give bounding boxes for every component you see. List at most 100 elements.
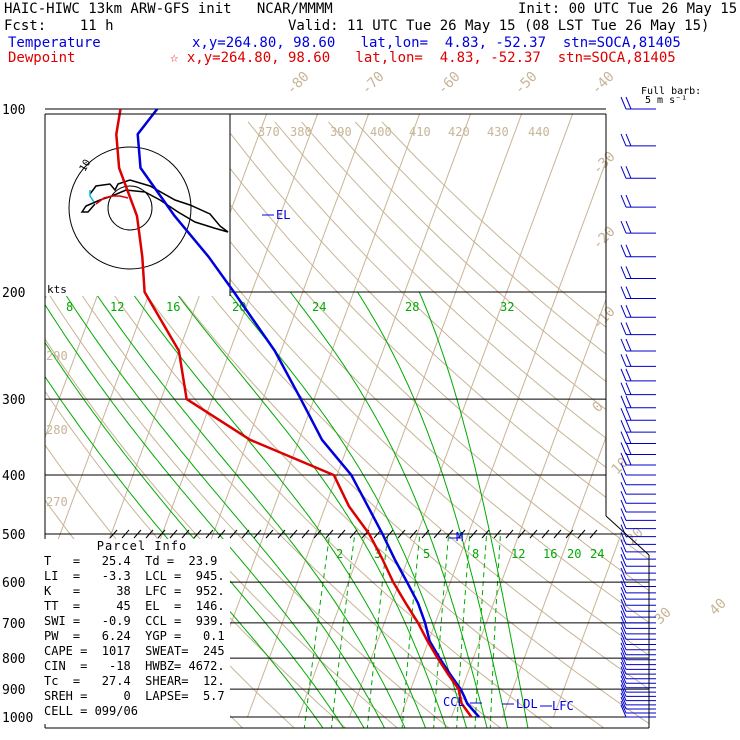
dry-adiabat-line — [301, 121, 649, 728]
isobar-tick — [337, 529, 346, 539]
theta-label: 290 — [46, 349, 68, 363]
hodograph-units-label: kts — [47, 283, 67, 296]
wind-barb-flag — [620, 133, 627, 147]
dry-adiabat-lines — [45, 121, 649, 728]
parcel-row: CAPE = 1017 SWEAT= 245 — [44, 644, 225, 658]
wind-barb-flag — [620, 661, 627, 675]
isotherm-label: -20 — [590, 224, 619, 253]
annotation-label-ccl: CCL — [443, 695, 465, 709]
dry-adiabat-line — [45, 121, 452, 728]
isobar-tick — [553, 529, 562, 539]
wind-barb-flag — [625, 166, 632, 179]
annotation-label-el: EL — [276, 208, 290, 222]
dry-adiabat-line — [381, 121, 649, 728]
temperature-profile — [136, 108, 480, 718]
mixing-ratio-line — [489, 533, 501, 728]
wind-barb-flag — [620, 574, 627, 587]
isobar-tick — [421, 529, 430, 539]
wind-barbs — [620, 96, 656, 718]
wind-barb-flag — [625, 395, 632, 408]
wind-barb-flag — [620, 616, 627, 629]
wind-barb-flag — [620, 368, 627, 382]
isobar-tick — [493, 529, 502, 539]
moist-adiabat-line — [131, 291, 427, 728]
mixing-ratio-label: 12 — [511, 547, 525, 561]
annotation-label-ldl: LDL — [516, 697, 538, 711]
moist-adiabat-lines — [45, 291, 529, 728]
moist-adiabat-line — [289, 291, 488, 728]
wind-barb-flag — [625, 452, 632, 466]
wind-barb-flag — [620, 462, 627, 476]
isobar-tick — [241, 529, 250, 539]
dry-adiabat-line — [60, 121, 649, 728]
dry-adiabat-line — [328, 121, 649, 728]
wind-barb-flag — [620, 431, 627, 444]
moist-adiabat-line — [63, 291, 386, 728]
isobar-tick — [589, 529, 598, 539]
parcel-row: Tc = 27.4 SHEAR= 12. — [44, 674, 225, 688]
pressure-tick-label: 300 — [2, 393, 25, 408]
isobar-tick — [469, 529, 478, 539]
mixing-ratio-label: 3 — [374, 547, 381, 561]
wind-barb-flag — [625, 442, 632, 455]
isobar-tick — [529, 529, 538, 539]
dry-adiabat-line — [45, 121, 607, 728]
isobar-tick — [121, 529, 130, 539]
isobar-tick — [445, 529, 454, 539]
mixing-ratio-label: 2 — [336, 547, 343, 561]
isobar-tick — [109, 529, 118, 539]
isobar-tick — [517, 529, 526, 539]
hodograph-ring-label: 10 — [78, 158, 94, 174]
wind-barb-flag — [620, 244, 627, 257]
wind-barb-flag — [620, 452, 627, 466]
sounding-profiles: EL CCL LDL LFC M — [115, 108, 574, 718]
parcel-row: CIN = -18 HWBZ= 4672. — [44, 659, 225, 673]
moist-adiabat-label: 24 — [312, 300, 326, 314]
isotherm-label: -10 — [590, 304, 619, 333]
isotherm-label: -60 — [435, 69, 464, 98]
wind-barb-flag — [620, 560, 627, 574]
isobar-tick — [433, 529, 442, 539]
wind-barb-flag — [620, 593, 627, 606]
isotherm-label: -40 — [589, 69, 618, 98]
moist-adiabat-label: 32 — [500, 300, 514, 314]
isobar-tick — [289, 529, 298, 539]
wind-barb-flag — [620, 637, 627, 650]
isobar-tick — [229, 529, 238, 539]
isobar-tick — [385, 529, 394, 539]
mixing-ratio-lines — [303, 533, 501, 728]
temperature-legend-label: Temperature — [8, 35, 101, 51]
wind-barb-flag — [620, 692, 627, 706]
hodograph-ring — [107, 185, 153, 231]
pressure-tick-label: 1000 — [2, 711, 33, 726]
dry-adiabat-line — [86, 121, 649, 728]
wind-barb-flag — [620, 194, 627, 208]
wind-barb-flag — [620, 382, 627, 395]
wind-barb-flag — [620, 395, 627, 408]
barb-legend-line1: Full barb: — [641, 86, 702, 97]
parcel-row: K = 38 LFC = 952. — [44, 584, 225, 598]
wind-barb-flag — [625, 354, 632, 367]
wind-barb-flag — [620, 220, 627, 234]
wind-barb-flag — [620, 499, 627, 513]
isobar-tick — [565, 529, 574, 539]
wind-barb-flag — [625, 96, 632, 110]
mixing-ratio-label: 24 — [590, 547, 604, 561]
theta-label: 370 — [258, 125, 280, 139]
isotherm-label: -50 — [512, 69, 541, 98]
wind-barb-flag — [620, 266, 627, 279]
theta-label: 440 — [528, 125, 550, 139]
wind-barb-flag — [625, 368, 632, 382]
dewpoint-profile — [115, 108, 473, 718]
wind-barb-flag — [620, 508, 627, 521]
wind-barb-flag — [620, 419, 627, 433]
dry-adiabat-line — [45, 121, 504, 728]
init-time: Init: 00 UTC Tue 26 May 15 — [518, 1, 738, 17]
moist-adiabat-line — [175, 291, 448, 728]
wind-barb-flag — [620, 657, 627, 670]
wind-barb-flag — [620, 96, 627, 110]
wind-barb-flag — [625, 194, 632, 208]
isobar-tick — [157, 529, 166, 539]
mixing-ratio-line — [330, 533, 356, 728]
